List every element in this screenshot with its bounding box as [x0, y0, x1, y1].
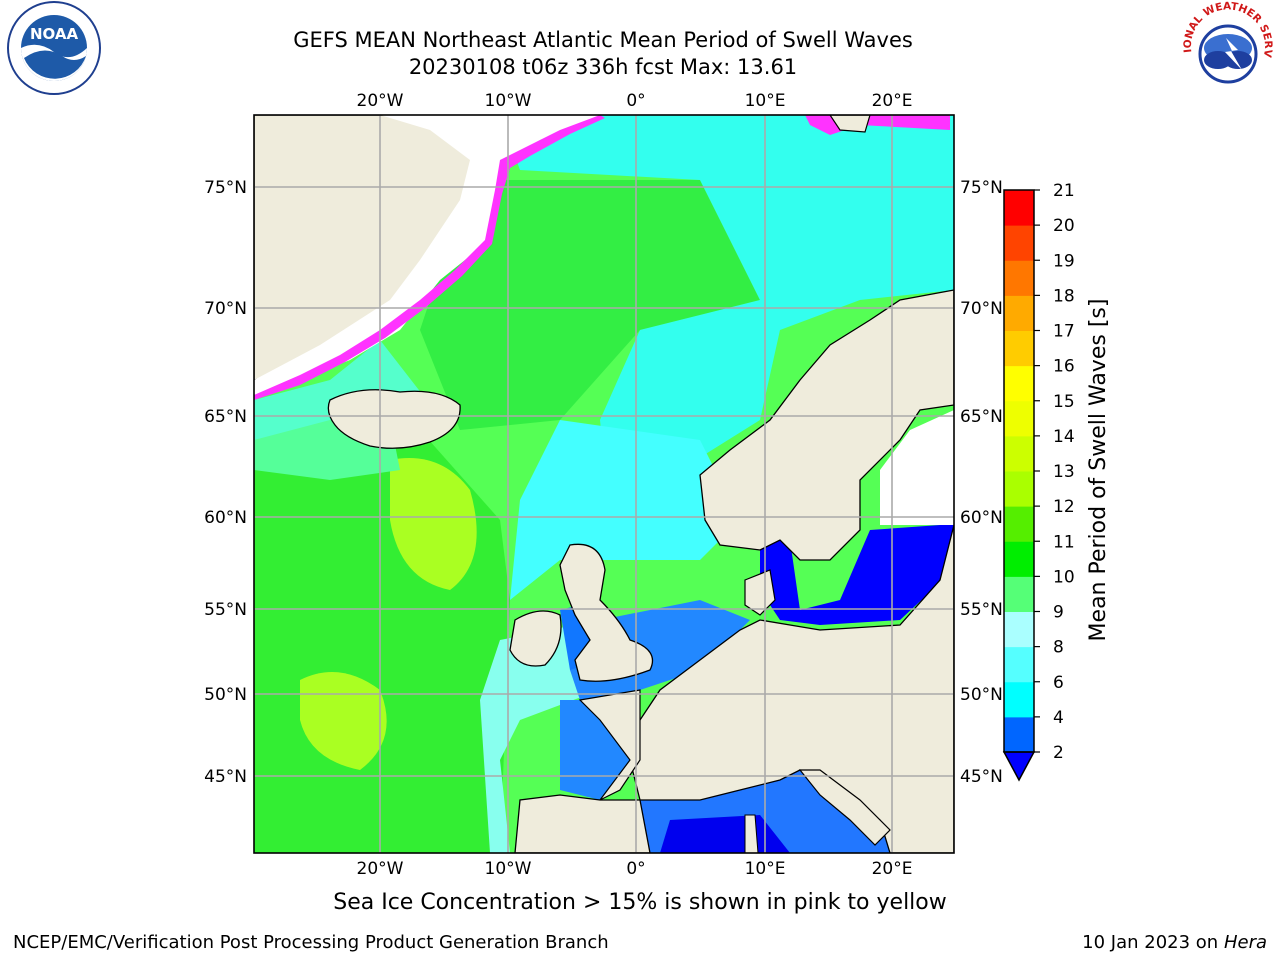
map-subtitle-forecast: 20230108 t06z 336h fcst Max: 13.61 — [408, 55, 798, 79]
map-frame — [253, 114, 955, 854]
colorbar-segment — [1004, 471, 1034, 507]
footer-date: 10 Jan 2023 on — [1082, 932, 1224, 953]
land-great-britain — [559, 543, 654, 682]
colorbar-segment — [1004, 611, 1034, 648]
colorbar-tick-label: 2 — [1053, 743, 1064, 763]
lat-tick-right: 70°N — [960, 299, 1003, 319]
ocean-yellow-patch — [390, 458, 477, 590]
lat-tick-left: 45°N — [204, 767, 247, 787]
lat-tick-left: 55°N — [204, 600, 247, 620]
colorbar-label: Mean Period of Swell Waves [s] — [1086, 299, 1111, 642]
lat-tick-right: 75°N — [960, 178, 1003, 198]
sea-ice-note: Sea Ice Concentration > 15% is shown in … — [333, 890, 947, 915]
lon-tick-top: 20°W — [357, 91, 404, 111]
ocean-norwegian-green — [420, 180, 760, 430]
lat-tick-right: 50°N — [960, 685, 1003, 705]
land-norway-sweden — [699, 289, 954, 561]
colorbar-segment — [1004, 541, 1034, 577]
land-france — [578, 689, 641, 801]
colorbar-tick-label: 4 — [1053, 708, 1064, 728]
lon-tick-top: 10°E — [745, 91, 786, 111]
land-svalbard — [829, 115, 871, 133]
ocean-light-cyan-biscay — [480, 620, 600, 853]
colorbar-tick-label: 10 — [1053, 567, 1075, 587]
colorbar-tick-label: 18 — [1053, 286, 1075, 306]
lat-tick-right: 60°N — [960, 508, 1003, 528]
footer-date-host: 10 Jan 2023 on Hera — [1082, 932, 1267, 953]
colorbar-segment — [1004, 190, 1034, 226]
lon-tick-bottom: 10°W — [485, 859, 532, 879]
lon-tick-top: 0° — [626, 91, 645, 111]
lon-tick-bottom: 20°E — [872, 859, 913, 879]
colorbar-segment — [1004, 646, 1034, 683]
colorbar-segment — [1004, 576, 1034, 612]
land-iberia — [514, 794, 651, 853]
colorbar-segment — [1004, 330, 1034, 367]
colorbar-tick-label: 17 — [1053, 322, 1075, 342]
colorbar-tick-label: 8 — [1053, 638, 1064, 658]
land-ireland — [509, 610, 562, 667]
lat-tick-left: 75°N — [204, 178, 247, 198]
lat-tick-right: 65°N — [960, 407, 1003, 427]
map-title: GEFS MEAN Northeast Atlantic Mean Period… — [293, 28, 913, 52]
colorbar-tick-label: 16 — [1053, 357, 1075, 377]
colorbar-under-triangle — [1002, 751, 1036, 782]
sea-ice-bothnia — [880, 410, 954, 525]
colorbar-segment — [1004, 365, 1034, 402]
lat-tick-right: 55°N — [960, 600, 1003, 620]
lon-tick-bottom: 0° — [626, 859, 645, 879]
sea-ice-region — [254, 115, 600, 395]
noaa-logo-icon: NOAA — [7, 1, 101, 95]
ocean-baltic-deep-blue — [760, 525, 954, 625]
ocean-cyan-north — [500, 115, 954, 520]
colorbar-tick-label: 15 — [1053, 392, 1075, 412]
lon-tick-bottom: 10°E — [745, 859, 786, 879]
lon-tick-top: 20°E — [872, 91, 913, 111]
land-iceland — [327, 389, 461, 449]
noaa-logo-text: NOAA — [30, 25, 79, 43]
colorbar-tick-label: 20 — [1053, 216, 1075, 236]
land-italy — [798, 769, 891, 846]
colorbar-segment — [1004, 400, 1034, 437]
colorbar-tick-label: 13 — [1053, 462, 1075, 482]
nws-logo-icon: NATIONAL WEATHER SERVICE — [1178, 0, 1274, 96]
map-gridlines — [254, 115, 954, 853]
footer-host: Hera — [1223, 932, 1267, 953]
lon-tick-bottom: 20°W — [357, 859, 404, 879]
colorbar-tick-label: 11 — [1053, 532, 1075, 552]
colorbar-tick-label: 21 — [1053, 181, 1075, 201]
footer-credit: NCEP/EMC/Verification Post Processing Pr… — [13, 932, 609, 953]
colorbar-segment — [1004, 716, 1034, 753]
map-area — [254, 115, 954, 853]
land-corsica-sardinia — [744, 814, 759, 853]
colorbar-tick-label: 9 — [1053, 603, 1064, 623]
lat-tick-left: 70°N — [204, 299, 247, 319]
ocean-green-region — [254, 430, 510, 853]
lat-tick-left: 65°N — [204, 407, 247, 427]
colorbar: 2 4 6 8 9 10 11 12 13 14 15 16 17 18 19 20 21 — [1002, 181, 1075, 782]
lat-tick-right: 45°N — [960, 767, 1003, 787]
land-denmark — [744, 569, 776, 616]
colorbar-segment — [1004, 506, 1034, 542]
colorbar-segment — [1004, 295, 1034, 331]
colorbar-tick-label: 19 — [1053, 251, 1075, 271]
colorbar-tick-label: 14 — [1053, 427, 1075, 447]
lat-tick-left: 60°N — [204, 508, 247, 528]
colorbar-tick-label: 12 — [1053, 497, 1075, 517]
colorbar-segment — [1004, 435, 1034, 472]
lat-tick-left: 50°N — [204, 685, 247, 705]
lon-tick-top: 10°W — [485, 91, 532, 111]
colorbar-segment — [1004, 681, 1034, 718]
colorbar-tick-label: 6 — [1053, 673, 1064, 693]
colorbar-segment — [1004, 260, 1034, 296]
ocean-yellow-patch-2 — [300, 672, 387, 770]
colorbar-segment — [1004, 225, 1034, 261]
